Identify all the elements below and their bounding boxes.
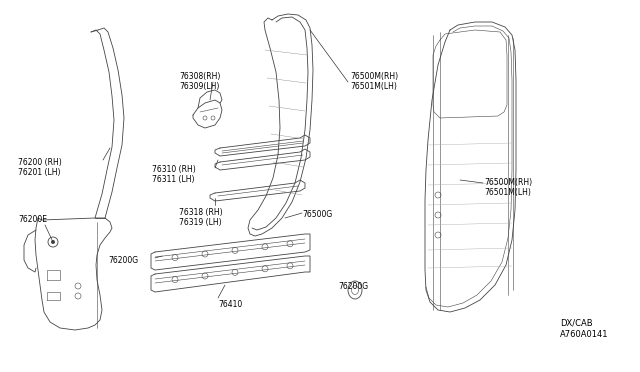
Text: A760A0141: A760A0141 xyxy=(560,330,609,339)
Text: 76200 (RH)
76201 (LH): 76200 (RH) 76201 (LH) xyxy=(18,158,61,177)
Text: 76200E: 76200E xyxy=(18,215,47,224)
Text: 76500M(RH)
76501M(LH): 76500M(RH) 76501M(LH) xyxy=(484,178,532,198)
Text: 76200G: 76200G xyxy=(108,256,138,265)
Text: 76200G: 76200G xyxy=(338,282,368,291)
Text: 76500M(RH)
76501M(LH): 76500M(RH) 76501M(LH) xyxy=(350,72,398,92)
Text: 76318 (RH)
76319 (LH): 76318 (RH) 76319 (LH) xyxy=(179,208,223,227)
Circle shape xyxy=(51,240,55,244)
Text: 76500G: 76500G xyxy=(302,210,332,219)
Text: DX/CAB: DX/CAB xyxy=(560,318,593,327)
Text: 76308(RH)
76309(LH): 76308(RH) 76309(LH) xyxy=(179,72,221,92)
Text: 76410: 76410 xyxy=(218,300,243,309)
Text: 76310 (RH)
76311 (LH): 76310 (RH) 76311 (LH) xyxy=(152,165,196,185)
